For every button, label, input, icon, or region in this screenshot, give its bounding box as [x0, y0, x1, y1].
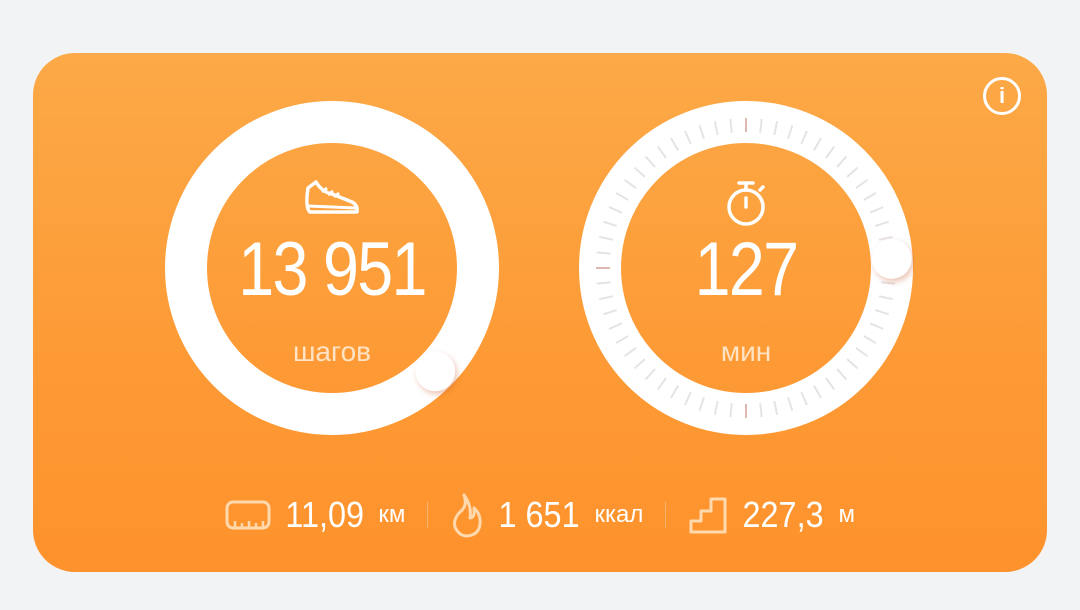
ring-tick [875, 309, 889, 316]
calories-stat: 1 651 ккал [428, 492, 665, 538]
ring-tick [670, 385, 679, 399]
ring-tick [875, 220, 889, 227]
ring-tick [759, 403, 763, 418]
ring-tick [615, 335, 629, 344]
ring-tick [800, 130, 808, 145]
ring-tick [878, 295, 893, 301]
stairs-icon [689, 497, 727, 534]
ring-tick [869, 322, 884, 330]
ring-tick [657, 146, 667, 159]
ring-tick [846, 358, 859, 370]
calories-unit: ккал [594, 501, 644, 528]
distance-unit: км [378, 501, 406, 528]
steps-value: 13 951 [238, 227, 427, 312]
ring-tick [633, 358, 646, 370]
ring-tick [836, 155, 848, 168]
ring-tick [596, 281, 611, 285]
active-minutes-unit: мин [720, 336, 772, 367]
active-minutes-ring [579, 101, 913, 435]
ring-tick [813, 385, 822, 399]
ring-tick [787, 397, 794, 411]
floors-unit: м [838, 501, 856, 528]
divider [427, 502, 429, 528]
ring-tick [881, 281, 896, 285]
sneaker-icon [305, 180, 359, 214]
ring-tick [813, 137, 822, 151]
ring-tick [657, 377, 667, 390]
ring-tick [608, 322, 623, 330]
ring-tick [729, 403, 733, 418]
ring-tick [713, 121, 719, 136]
steps-ring-end-cap [415, 351, 456, 392]
active-minutes-display: 127 мин [578, 100, 914, 436]
ring-tick [599, 235, 614, 241]
ring-tick [759, 118, 763, 133]
ring-tick [633, 166, 646, 178]
ring-tick [863, 192, 877, 201]
ring-tick [670, 137, 679, 151]
ring-tick [878, 235, 893, 241]
ring-tick [603, 309, 617, 316]
steps-ring [165, 101, 499, 435]
ring-tick [624, 347, 637, 357]
ring-tick [836, 368, 848, 381]
ring-tick [684, 130, 692, 145]
ring-tick [615, 192, 629, 201]
ring-tick [863, 335, 877, 344]
ring-tick [599, 295, 614, 301]
divider [665, 502, 667, 528]
ring-tick [698, 397, 705, 411]
flame-icon [453, 493, 483, 538]
distance-stat: 11,09 км [203, 494, 427, 536]
floors-stat: 227,3 м [666, 494, 877, 536]
steps-display: 13 951 шагов [164, 100, 500, 436]
ring-tick [773, 121, 779, 136]
info-icon[interactable]: i [983, 77, 1021, 115]
steps-unit: шагов [292, 336, 372, 367]
ring-tick [644, 155, 656, 168]
ring-tick [608, 206, 623, 214]
ring-tick [713, 400, 719, 415]
ring-tick [698, 125, 705, 139]
ring-tick [855, 179, 868, 189]
stats-row: 11,09 км 1 651 ккал 227,3 м [33, 492, 1047, 538]
ring-tick [787, 125, 794, 139]
ring-ticks [596, 118, 896, 418]
floors-value: 227,3 [742, 494, 824, 535]
ring-tick [624, 179, 637, 189]
active-minutes-value: 127 [694, 227, 799, 312]
ring-tick [684, 391, 692, 406]
ring-tick [855, 347, 868, 357]
active-ring-end-cap [871, 238, 912, 279]
ring-tick [800, 391, 808, 406]
ring-tick [846, 166, 859, 178]
ring-tick [825, 377, 835, 390]
ring-tick [603, 220, 617, 227]
ring-tick [596, 251, 611, 255]
activity-card[interactable]: i 13 951 шагов 127 мин 11,09 км 1 651 кк… [33, 53, 1047, 572]
ruler-icon [225, 500, 271, 530]
stopwatch-icon [727, 181, 765, 226]
distance-value: 11,09 [285, 494, 365, 535]
ring-tick [869, 206, 884, 214]
ring-tick [644, 368, 656, 381]
ring-tick [825, 146, 835, 159]
ring-tick [773, 400, 779, 415]
calories-value: 1 651 [498, 494, 581, 535]
ring-tick [729, 118, 733, 133]
